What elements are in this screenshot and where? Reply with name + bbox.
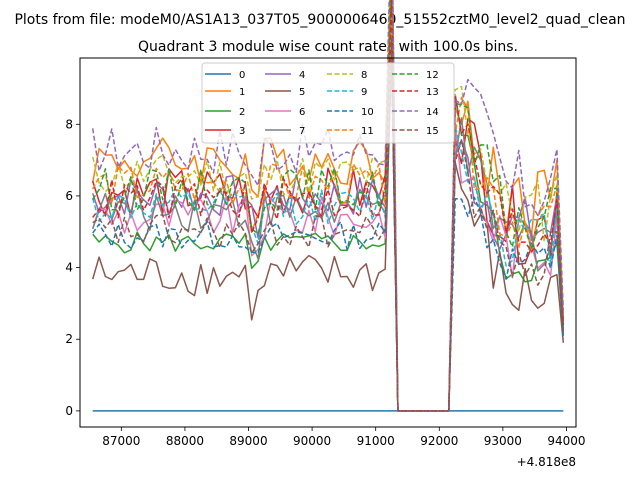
series-line-13 — [92, 0, 565, 412]
legend-label-13: 13 — [426, 87, 439, 98]
series-line-1 — [91, 46, 565, 412]
plot-area: 87000 88000 89000 90000 91000 92000 93000 94000… — [65, 0, 586, 469]
x-axis: 87000 88000 89000 90000 91000 92000 93000 94000 — [102, 427, 586, 448]
x-tick-label: 87000 — [102, 434, 140, 448]
series-line-9 — [91, 37, 565, 412]
figure-suptitle: Plots from file: modeM0/AS1A13_037T05_90… — [14, 12, 625, 28]
x-tick-label: 89000 — [229, 434, 267, 448]
legend-label-9: 9 — [361, 87, 367, 98]
legend-label-3: 3 — [239, 126, 245, 137]
chart-title: Quadrant 3 module wise count rates with … — [138, 39, 518, 55]
legend-label-4: 4 — [299, 70, 305, 81]
y-tick-label: 8 — [65, 117, 73, 131]
y-axis: 0 2 4 6 8 — [65, 117, 80, 418]
legend-label-1: 1 — [239, 87, 245, 98]
legend-label-15: 15 — [426, 126, 439, 137]
series-line-12 — [92, 0, 565, 412]
x-tick-label: 88000 — [166, 434, 204, 448]
legend-label-8: 8 — [361, 70, 367, 81]
series-line-14 — [91, 0, 565, 412]
y-tick-label: 4 — [65, 261, 73, 275]
y-tick-label: 2 — [65, 332, 73, 346]
legend-box — [201, 62, 455, 144]
legend-label-7: 7 — [299, 126, 305, 137]
x-tick-label: 90000 — [293, 434, 331, 448]
legend-label-10: 10 — [361, 107, 374, 118]
legend-label-6: 6 — [299, 107, 305, 118]
series-line-6 — [91, 30, 565, 412]
legend-label-12: 12 — [426, 70, 439, 81]
legend-label-2: 2 — [239, 107, 245, 118]
x-tick-label: 92000 — [420, 434, 458, 448]
x-tick-label: 94000 — [547, 434, 585, 448]
series-line-11 — [92, 13, 565, 412]
legend-label-0: 0 — [239, 70, 245, 81]
series-line-8 — [91, 0, 565, 412]
y-tick-label: 0 — [65, 404, 73, 418]
x-axis-offset-label: +4.818e8 — [517, 455, 576, 469]
series-line-15 — [92, 38, 565, 412]
legend-label-14: 14 — [426, 107, 439, 118]
x-tick-label: 91000 — [357, 434, 395, 448]
legend-label-5: 5 — [299, 87, 305, 98]
y-tick-label: 6 — [65, 189, 73, 203]
axes-frame — [79, 57, 577, 428]
x-tick-label: 93000 — [484, 434, 522, 448]
legend-label-11: 11 — [361, 126, 374, 137]
series-lines — [91, 0, 565, 412]
